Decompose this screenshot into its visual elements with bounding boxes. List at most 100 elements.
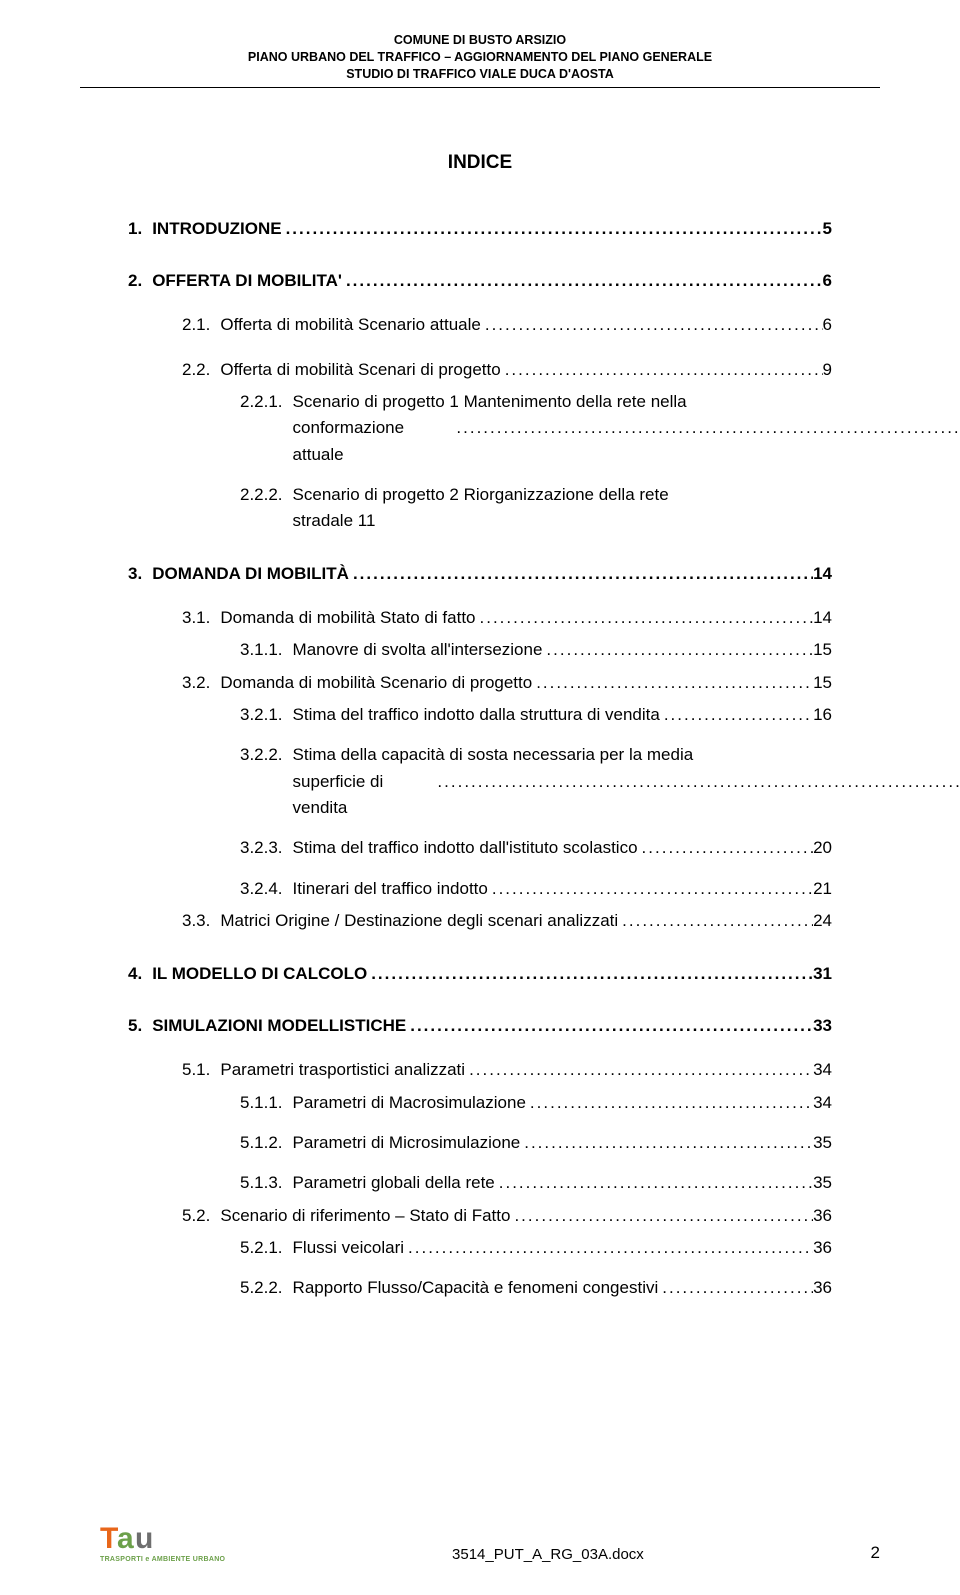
- toc-page: 21: [813, 876, 832, 902]
- toc-text: Matrici Origine / Destinazione degli sce…: [220, 908, 618, 934]
- toc-leader: [520, 1130, 813, 1156]
- toc-entry: 5.2.1.Flussi veicolari 36: [128, 1235, 832, 1261]
- header-line-3: STUDIO DI TRAFFICO VIALE DUCA D'AOSTA: [0, 66, 960, 83]
- toc-leader: [465, 1057, 813, 1083]
- toc-leader: [367, 961, 813, 987]
- toc-page: 9: [823, 357, 832, 383]
- toc-leader: [658, 1275, 813, 1301]
- toc-leader: [495, 1170, 813, 1196]
- toc-leader: [501, 357, 823, 383]
- toc-text: Offerta di mobilità Scenari di progetto: [220, 357, 500, 383]
- toc-number: 3.2.3.: [240, 835, 293, 861]
- toc-text: OFFERTA DI MOBILITA': [152, 268, 342, 294]
- toc-leader: [532, 670, 813, 696]
- toc-text: Manovre di svolta all'intersezione: [293, 637, 543, 663]
- toc-leader: [542, 637, 813, 663]
- toc-text: Scenario di progetto 2 Riorganizzazione …: [293, 482, 832, 508]
- page-title: INDICE: [128, 152, 832, 174]
- toc-entry: 5.1.2.Parametri di Microsimulazione 35: [128, 1130, 832, 1156]
- toc-text: Offerta di mobilità Scenario attuale: [220, 312, 481, 338]
- toc-entry: 3.1.Domanda di mobilità Stato di fatto 14: [128, 605, 832, 631]
- toc-number: 2.1.: [182, 312, 220, 338]
- toc-number: 3.3.: [182, 908, 220, 934]
- toc-text: Rapporto Flusso/Capacità e fenomeni cong…: [293, 1275, 659, 1301]
- toc-entry: 2.1.Offerta di mobilità Scenario attuale…: [128, 312, 832, 338]
- toc-leader: [660, 702, 813, 728]
- toc-entry: 2.2.Offerta di mobilità Scenari di proge…: [128, 357, 832, 383]
- toc-leader: [404, 1235, 813, 1261]
- toc-page: 6: [823, 312, 832, 338]
- toc-leader: [342, 268, 823, 294]
- logo-mark: T a u: [100, 1522, 225, 1556]
- toc-page: 34: [813, 1057, 832, 1083]
- toc-leader: [638, 835, 814, 861]
- toc-page: 6: [823, 268, 832, 294]
- toc-entry: 3.2.Domanda di mobilità Scenario di prog…: [128, 670, 832, 696]
- toc-page: 24: [813, 908, 832, 934]
- toc-number: 2.2.: [182, 357, 220, 383]
- toc-leader: [433, 769, 960, 795]
- toc-entry: 1.INTRODUZIONE 5: [128, 216, 832, 242]
- toc-leader: [349, 561, 813, 587]
- toc-leader: [282, 216, 823, 242]
- toc-text: DOMANDA DI MOBILITÀ: [152, 561, 349, 587]
- toc-entry: 3.2.3.Stima del traffico indotto dall'is…: [128, 835, 832, 861]
- toc-text: stradale 11: [293, 508, 832, 534]
- toc-number: 3.2.: [182, 670, 220, 696]
- toc-number: 3.2.1.: [240, 702, 293, 728]
- toc-text: Scenario di riferimento – Stato di Fatto: [220, 1203, 510, 1229]
- toc-number: 5.1.3.: [240, 1170, 293, 1196]
- toc-number: 5.1.1.: [240, 1090, 293, 1116]
- toc-page: 5: [823, 216, 832, 242]
- toc-number: 1.: [128, 216, 152, 242]
- toc-leader: [406, 1013, 813, 1039]
- toc-text: Domanda di mobilità Stato di fatto: [220, 605, 475, 631]
- toc-page: 15: [813, 670, 832, 696]
- page-footer: T a u TRASPORTI e AMBIENTE URBANO 3514_P…: [0, 1522, 960, 1563]
- toc-entry: 2.2.1.Scenario di progetto 1 Manteniment…: [128, 389, 832, 468]
- header-line-2: PIANO URBANO DEL TRAFFICO – AGGIORNAMENT…: [0, 49, 960, 66]
- logo-subtitle: TRASPORTI e AMBIENTE URBANO: [100, 1556, 225, 1563]
- toc-page: 15: [813, 637, 832, 663]
- footer-page-number: 2: [871, 1543, 880, 1563]
- toc-page: 14: [813, 605, 832, 631]
- toc-page: 16: [813, 702, 832, 728]
- toc-text: SIMULAZIONI MODELLISTICHE: [152, 1013, 406, 1039]
- toc-page: 20: [813, 835, 832, 861]
- toc-entry: 3.2.2.Stima della capacità di sosta nece…: [128, 742, 832, 821]
- toc-text: Stima del traffico indotto dall'istituto…: [293, 835, 638, 861]
- svg-text:T: T: [100, 1522, 118, 1555]
- toc-number: 3.: [128, 561, 152, 587]
- toc-number: 2.: [128, 268, 152, 294]
- content-area: INDICE 1.INTRODUZIONE 5 2.OFFERTA DI MOBIL…: [0, 88, 960, 1302]
- toc-text: conformazione attuale: [293, 415, 453, 468]
- page-header: COMUNE DI BUSTO ARSIZIO PIANO URBANO DEL…: [0, 0, 960, 83]
- toc-page: 36: [813, 1235, 832, 1261]
- toc-page: 35: [813, 1130, 832, 1156]
- toc-number: 4.: [128, 961, 152, 987]
- toc-page: 33: [813, 1013, 832, 1039]
- toc-number: 3.2.4.: [240, 876, 293, 902]
- toc-leader: [476, 605, 814, 631]
- toc-number: 5.1.2.: [240, 1130, 293, 1156]
- toc-text: Parametri di Microsimulazione: [293, 1130, 521, 1156]
- toc-number: 2.2.1.: [240, 389, 293, 415]
- toc-number: 3.1.: [182, 605, 220, 631]
- toc-number: 5.2.1.: [240, 1235, 293, 1261]
- toc-text: Domanda di mobilità Scenario di progetto: [220, 670, 532, 696]
- toc-text: Parametri di Macrosimulazione: [293, 1090, 526, 1116]
- toc-number: 3.2.2.: [240, 742, 293, 768]
- toc-entry: 3.1.1.Manovre di svolta all'intersezione…: [128, 637, 832, 663]
- toc-leader: [481, 312, 823, 338]
- toc-number: 2.2.2.: [240, 482, 293, 508]
- toc-entry: 2.2.2.Scenario di progetto 2 Riorganizza…: [128, 482, 832, 535]
- toc-text: Flussi veicolari: [293, 1235, 404, 1261]
- toc-page: 36: [813, 1275, 832, 1301]
- header-line-1: COMUNE DI BUSTO ARSIZIO: [0, 32, 960, 49]
- toc-entry: 3.3.Matrici Origine / Destinazione degli…: [128, 908, 832, 934]
- toc-text: INTRODUZIONE: [152, 216, 281, 242]
- toc-text: Itinerari del traffico indotto: [293, 876, 488, 902]
- toc-entry: 5.2.Scenario di riferimento – Stato di F…: [128, 1203, 832, 1229]
- toc-entry: 5.1.1.Parametri di Macrosimulazione34: [128, 1090, 832, 1116]
- toc-entry: 2.OFFERTA DI MOBILITA' 6: [128, 268, 832, 294]
